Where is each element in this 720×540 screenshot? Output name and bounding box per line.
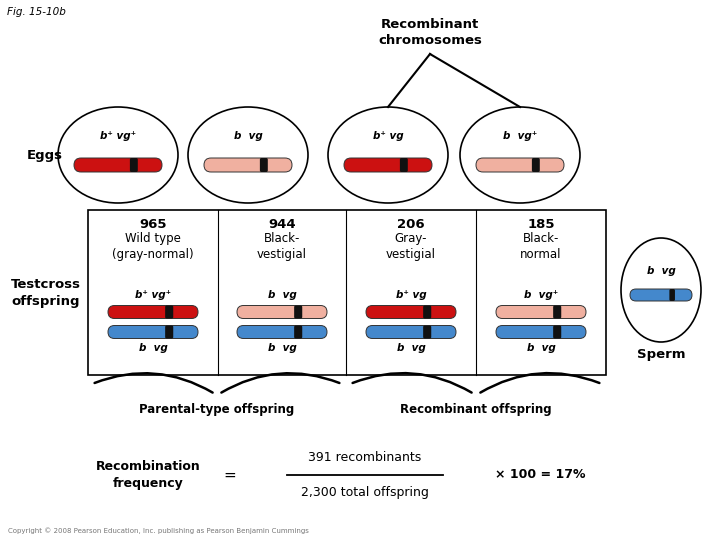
FancyBboxPatch shape	[237, 326, 327, 339]
Text: 944: 944	[268, 218, 296, 231]
FancyBboxPatch shape	[294, 306, 302, 319]
FancyBboxPatch shape	[130, 158, 138, 172]
FancyBboxPatch shape	[108, 326, 198, 339]
FancyBboxPatch shape	[204, 158, 292, 172]
Text: b  vg: b vg	[526, 343, 555, 353]
Text: Recombination
frequency: Recombination frequency	[96, 461, 200, 489]
Text: b  vg: b vg	[233, 131, 262, 141]
Text: b⁺ vg⁺: b⁺ vg⁺	[135, 290, 171, 300]
Text: Testcross
offspring: Testcross offspring	[11, 278, 81, 307]
Text: Black-
normal: Black- normal	[521, 232, 562, 261]
FancyBboxPatch shape	[496, 326, 586, 339]
FancyBboxPatch shape	[670, 289, 675, 301]
FancyBboxPatch shape	[294, 326, 302, 339]
FancyBboxPatch shape	[108, 306, 198, 319]
FancyBboxPatch shape	[532, 158, 540, 172]
FancyBboxPatch shape	[165, 306, 174, 319]
FancyBboxPatch shape	[423, 306, 431, 319]
Text: b  vg: b vg	[647, 266, 675, 276]
Text: Gray-
vestigial: Gray- vestigial	[386, 232, 436, 261]
Text: Black-
vestigial: Black- vestigial	[257, 232, 307, 261]
FancyBboxPatch shape	[237, 306, 327, 319]
Text: b  vg: b vg	[268, 290, 297, 300]
Text: Recombinant
chromosomes: Recombinant chromosomes	[378, 18, 482, 46]
Text: Parental-type offspring: Parental-type offspring	[140, 403, 294, 416]
Text: b⁺ vg: b⁺ vg	[396, 290, 426, 300]
Text: b  vg⁺: b vg⁺	[503, 131, 537, 141]
Text: Eggs: Eggs	[27, 148, 63, 161]
Text: b  vg: b vg	[268, 343, 297, 353]
FancyBboxPatch shape	[366, 306, 456, 319]
FancyBboxPatch shape	[74, 158, 162, 172]
Text: 185: 185	[527, 218, 554, 231]
Text: b⁺ vg⁺: b⁺ vg⁺	[100, 131, 136, 141]
Text: b  vg: b vg	[397, 343, 426, 353]
Text: Sperm: Sperm	[636, 348, 685, 361]
FancyBboxPatch shape	[344, 158, 432, 172]
Text: b⁺ vg: b⁺ vg	[373, 131, 403, 141]
FancyBboxPatch shape	[88, 210, 606, 375]
FancyBboxPatch shape	[165, 326, 174, 339]
Text: Fig. 15-10b: Fig. 15-10b	[7, 7, 66, 17]
FancyBboxPatch shape	[476, 158, 564, 172]
Text: 2,300 total offspring: 2,300 total offspring	[301, 486, 429, 499]
FancyBboxPatch shape	[366, 326, 456, 339]
Text: 206: 206	[397, 218, 425, 231]
Text: =: =	[224, 468, 236, 483]
FancyBboxPatch shape	[553, 306, 562, 319]
Text: 391 recombinants: 391 recombinants	[308, 451, 422, 464]
FancyBboxPatch shape	[260, 158, 268, 172]
FancyBboxPatch shape	[630, 289, 692, 301]
FancyBboxPatch shape	[553, 326, 562, 339]
Text: b  vg: b vg	[139, 343, 167, 353]
FancyBboxPatch shape	[423, 326, 431, 339]
Text: 965: 965	[139, 218, 167, 231]
Text: Copyright © 2008 Pearson Education, Inc. publishing as Pearson Benjamin Cummings: Copyright © 2008 Pearson Education, Inc.…	[8, 528, 309, 534]
Text: Recombinant offspring: Recombinant offspring	[400, 403, 552, 416]
Text: Wild type
(gray-normal): Wild type (gray-normal)	[112, 232, 194, 261]
FancyBboxPatch shape	[400, 158, 408, 172]
FancyBboxPatch shape	[496, 306, 586, 319]
Text: b  vg⁺: b vg⁺	[524, 290, 558, 300]
Text: × 100 = 17%: × 100 = 17%	[495, 469, 585, 482]
